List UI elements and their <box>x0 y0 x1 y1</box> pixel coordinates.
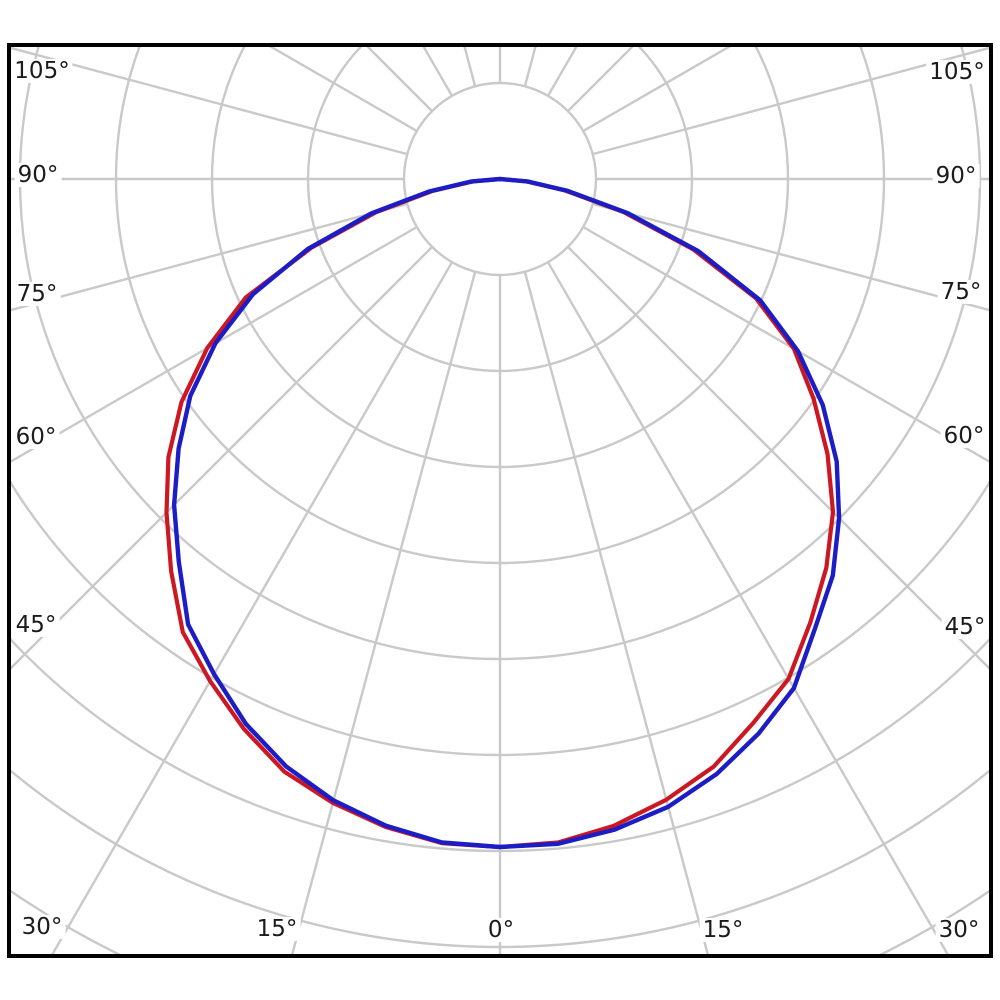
angle-label-left-60deg: 60° <box>12 425 60 449</box>
grid-spoke <box>366 47 433 112</box>
grid-spoke <box>592 47 989 156</box>
angle-label-left-90deg: 90° <box>14 163 62 187</box>
angle-label-right-75deg: 75° <box>937 280 985 304</box>
angle-label-right-60deg: 60° <box>940 424 988 448</box>
grid-spoke <box>11 47 408 156</box>
grid-spoke <box>11 202 408 312</box>
angle-label-right-90deg: 90° <box>932 164 980 188</box>
angle-label-right-45deg: 45° <box>941 615 989 639</box>
diagram-frame <box>7 43 993 958</box>
angle-label-left-105deg: 105° <box>11 59 73 83</box>
curve-blue <box>171 176 842 850</box>
angle-label-left-30deg: 30° <box>18 915 66 939</box>
angle-label-right-30deg: 30° <box>935 918 983 942</box>
angle-label-bottom-15deg: 15° <box>699 918 747 942</box>
grid-spoke <box>11 225 418 463</box>
grid-spoke <box>567 47 634 112</box>
angle-label-bottom-15deg: 15° <box>253 917 301 941</box>
grid-spoke <box>51 261 454 954</box>
angle-label-bottom-0deg: 0° <box>484 918 518 942</box>
angle-label-left-45deg: 45° <box>12 613 60 637</box>
grid-spoke <box>582 225 989 463</box>
grid-spoke <box>11 246 433 670</box>
angle-label-left-75deg: 75° <box>13 282 61 306</box>
angle-label-right-105deg: 105° <box>926 60 988 84</box>
grid-spoke <box>523 271 709 954</box>
grid-spoke <box>546 261 949 954</box>
grid-spoke <box>291 271 477 954</box>
grid-spoke <box>567 246 989 670</box>
grid-spoke <box>592 202 989 312</box>
